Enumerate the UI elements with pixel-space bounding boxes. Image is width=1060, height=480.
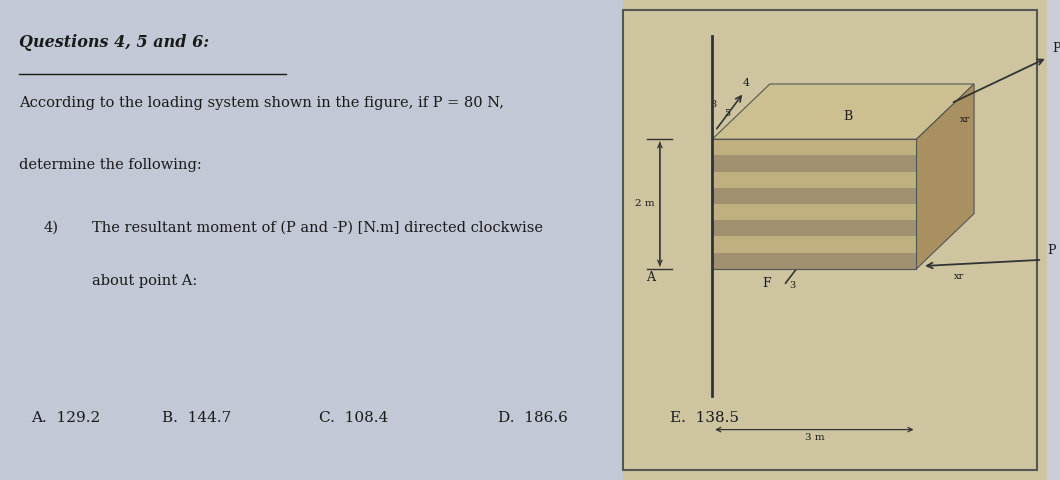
Polygon shape <box>0 0 623 480</box>
Text: 3 m: 3 m <box>805 433 825 443</box>
Text: determine the following:: determine the following: <box>19 158 201 172</box>
Polygon shape <box>712 220 917 237</box>
Polygon shape <box>712 139 917 156</box>
Text: 3: 3 <box>710 100 717 109</box>
Polygon shape <box>623 10 1037 470</box>
Text: P: P <box>1053 42 1060 55</box>
Text: xr: xr <box>954 272 965 281</box>
Text: A: A <box>646 271 655 284</box>
Text: 4): 4) <box>45 221 59 235</box>
Text: 5: 5 <box>824 256 830 265</box>
Text: The resultant moment of (P and -P) [N.m] directed clockwise: The resultant moment of (P and -P) [N.m]… <box>92 221 543 235</box>
Polygon shape <box>712 204 917 220</box>
Text: xr: xr <box>959 115 970 124</box>
Text: B.  144.7: B. 144.7 <box>162 411 231 425</box>
Text: 5: 5 <box>724 109 730 119</box>
Text: According to the loading system shown in the figure, if P = 80 N,: According to the loading system shown in… <box>19 96 503 110</box>
Polygon shape <box>712 139 917 269</box>
Text: A.  129.2: A. 129.2 <box>32 411 101 425</box>
Text: B: B <box>844 109 852 122</box>
Polygon shape <box>712 188 917 204</box>
Text: E.  138.5: E. 138.5 <box>670 411 739 425</box>
Text: C.  108.4: C. 108.4 <box>319 411 389 425</box>
Text: P: P <box>1047 244 1056 257</box>
Text: 2 m: 2 m <box>635 200 655 208</box>
Polygon shape <box>712 252 917 269</box>
Text: Questions 4, 5 and 6:: Questions 4, 5 and 6: <box>19 34 209 50</box>
Polygon shape <box>917 84 974 269</box>
Polygon shape <box>712 84 974 139</box>
Text: about point A:: about point A: <box>92 274 197 288</box>
Text: F: F <box>762 276 771 290</box>
Polygon shape <box>712 237 917 252</box>
Text: 3: 3 <box>789 281 795 290</box>
Text: D.  186.6: D. 186.6 <box>497 411 567 425</box>
Polygon shape <box>712 156 917 172</box>
Polygon shape <box>712 172 917 188</box>
Text: 4: 4 <box>742 78 749 88</box>
Polygon shape <box>623 0 1047 480</box>
